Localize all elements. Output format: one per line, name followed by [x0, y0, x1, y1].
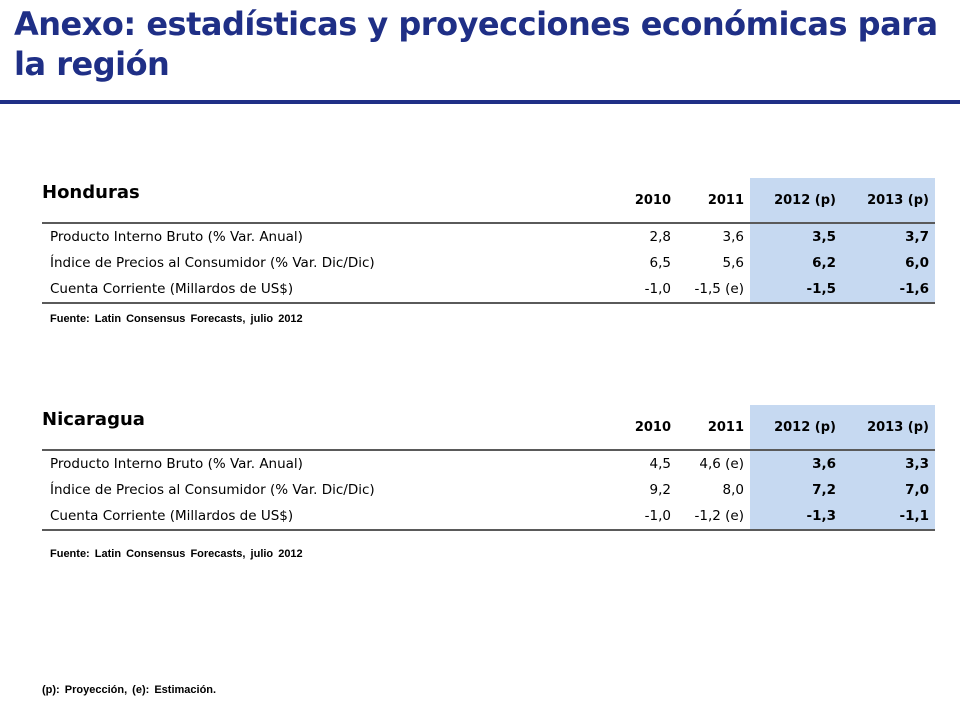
value-2013p: 7,0: [842, 477, 935, 503]
value-2012p: 7,2: [750, 477, 842, 503]
col-2011: 2011: [707, 192, 744, 208]
row-label: Índice de Precios al Consumidor (% Var. …: [50, 482, 375, 498]
header-row: 2010 2011 2012 (p) 2013 (p): [42, 405, 935, 449]
bottom-rule: [42, 529, 935, 531]
table-title: Honduras: [42, 182, 140, 203]
bottom-rule: [42, 302, 935, 304]
value-2012p: 6,2: [750, 250, 842, 276]
value-2012p: -1,5: [750, 276, 842, 302]
header-rule: [42, 449, 935, 451]
value-2010: 2,8: [649, 229, 671, 245]
source-note: Fuente: Latin Consensus Forecasts, julio…: [50, 548, 303, 560]
value-2012p: -1,3: [750, 503, 842, 529]
row-label: Producto Interno Bruto (% Var. Anual): [50, 229, 303, 245]
value-2013p: 3,3: [842, 451, 935, 477]
col-2013p: 2013 (p): [842, 178, 935, 222]
col-2011: 2011: [707, 419, 744, 435]
value-2011: -1,2 (e): [694, 508, 744, 524]
row-label: Producto Interno Bruto (% Var. Anual): [50, 456, 303, 472]
value-2013p: -1,6: [842, 276, 935, 302]
col-2012p: 2012 (p): [750, 405, 842, 449]
value-2013p: 3,7: [842, 224, 935, 250]
table-row: Cuenta Corriente (Millardos de US$) -1,0…: [42, 276, 935, 302]
source-note: Fuente: Latin Consensus Forecasts, julio…: [50, 313, 303, 325]
value-2011: 5,6: [722, 255, 744, 271]
table-row: Cuenta Corriente (Millardos de US$) -1,0…: [42, 503, 935, 529]
value-2011: 4,6 (e): [699, 456, 744, 472]
table-row: Índice de Precios al Consumidor (% Var. …: [42, 250, 935, 276]
col-2013p: 2013 (p): [842, 405, 935, 449]
table-row: Producto Interno Bruto (% Var. Anual) 2,…: [42, 224, 935, 250]
col-2012p: 2012 (p): [750, 178, 842, 222]
footnote: (p): Proyección, (e): Estimación.: [42, 684, 217, 696]
value-2010: -1,0: [644, 508, 671, 524]
col-2010: 2010: [634, 192, 671, 208]
table-row: Índice de Precios al Consumidor (% Var. …: [42, 477, 935, 503]
row-label: Cuenta Corriente (Millardos de US$): [50, 281, 294, 297]
header-row: 2010 2011 2012 (p) 2013 (p): [42, 178, 935, 222]
table-title: Nicaragua: [42, 409, 145, 430]
value-2010: 6,5: [649, 255, 671, 271]
title-rule: [0, 100, 960, 104]
value-2011: 3,6: [722, 229, 744, 245]
slide-title: Anexo: estadísticas y proyecciones econó…: [14, 5, 938, 83]
value-2011: 8,0: [722, 482, 744, 498]
table-row: Producto Interno Bruto (% Var. Anual) 4,…: [42, 451, 935, 477]
value-2010: -1,0: [644, 281, 671, 297]
row-label: Índice de Precios al Consumidor (% Var. …: [50, 255, 375, 271]
value-2010: 9,2: [649, 482, 671, 498]
value-2012p: 3,6: [750, 451, 842, 477]
value-2011: -1,5 (e): [694, 281, 744, 297]
value-2013p: -1,1: [842, 503, 935, 529]
col-2010: 2010: [634, 419, 671, 435]
value-2010: 4,5: [649, 456, 671, 472]
header-rule: [42, 222, 935, 224]
value-2012p: 3,5: [750, 224, 842, 250]
value-2013p: 6,0: [842, 250, 935, 276]
row-label: Cuenta Corriente (Millardos de US$): [50, 508, 294, 524]
